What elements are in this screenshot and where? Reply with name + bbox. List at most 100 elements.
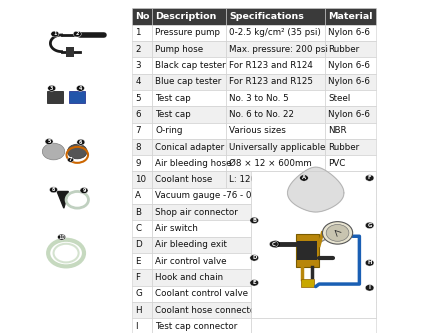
Bar bbox=[152, 253, 251, 269]
Bar bbox=[325, 74, 376, 90]
Bar bbox=[226, 25, 325, 41]
Circle shape bbox=[57, 234, 65, 240]
Circle shape bbox=[250, 217, 258, 224]
Text: 4: 4 bbox=[135, 77, 141, 86]
Bar bbox=[152, 57, 226, 74]
Text: No. 3 to No. 5: No. 3 to No. 5 bbox=[229, 94, 289, 103]
Text: D: D bbox=[252, 255, 256, 260]
Text: Black cap tester: Black cap tester bbox=[155, 61, 226, 70]
Text: 7: 7 bbox=[135, 126, 141, 135]
Bar bbox=[325, 90, 376, 106]
Text: Nylon 6-6: Nylon 6-6 bbox=[328, 61, 370, 70]
Circle shape bbox=[76, 85, 84, 91]
Bar bbox=[132, 286, 152, 302]
Text: Specifications: Specifications bbox=[229, 12, 304, 21]
Bar bbox=[69, 91, 85, 103]
Bar bbox=[301, 279, 314, 287]
Text: Ø8 × 12 × 600mm: Ø8 × 12 × 600mm bbox=[229, 159, 312, 168]
Polygon shape bbox=[288, 167, 344, 212]
Bar bbox=[132, 237, 152, 253]
Circle shape bbox=[300, 175, 308, 181]
Text: 8: 8 bbox=[52, 187, 55, 192]
Text: 10: 10 bbox=[135, 175, 146, 184]
Circle shape bbox=[365, 175, 374, 181]
Bar bbox=[152, 74, 226, 90]
Bar bbox=[251, 220, 376, 237]
Text: E: E bbox=[135, 257, 141, 266]
Circle shape bbox=[250, 280, 258, 286]
Text: L: 1200mm: L: 1200mm bbox=[229, 175, 279, 184]
Circle shape bbox=[47, 85, 56, 91]
Circle shape bbox=[67, 158, 73, 162]
Bar bbox=[226, 139, 325, 155]
Text: Max. pressure: 200 psi: Max. pressure: 200 psi bbox=[229, 45, 328, 54]
Text: Hook and chain: Hook and chain bbox=[155, 273, 224, 282]
Bar bbox=[251, 204, 376, 220]
Text: C: C bbox=[135, 224, 142, 233]
Circle shape bbox=[67, 144, 87, 159]
Bar bbox=[132, 155, 152, 171]
Text: 2: 2 bbox=[76, 31, 79, 37]
Text: Test cap: Test cap bbox=[155, 110, 191, 119]
Bar bbox=[132, 74, 152, 90]
Bar bbox=[47, 91, 63, 103]
Bar bbox=[132, 302, 152, 318]
Text: Pump hose: Pump hose bbox=[155, 45, 203, 54]
Polygon shape bbox=[57, 191, 68, 208]
Bar bbox=[132, 269, 152, 286]
Bar bbox=[152, 237, 251, 253]
Circle shape bbox=[271, 241, 280, 247]
Text: 7: 7 bbox=[69, 157, 72, 163]
Text: Material: Material bbox=[328, 12, 372, 21]
Bar bbox=[152, 155, 226, 171]
Text: No: No bbox=[135, 12, 150, 21]
Text: E: E bbox=[252, 280, 256, 285]
Bar bbox=[226, 74, 325, 90]
Bar bbox=[325, 41, 376, 57]
Text: Coolant hose connector: Coolant hose connector bbox=[155, 306, 259, 315]
Text: Shop air connector: Shop air connector bbox=[155, 208, 238, 217]
Text: Test cap connector: Test cap connector bbox=[155, 322, 238, 331]
Circle shape bbox=[269, 241, 278, 247]
Bar bbox=[152, 269, 251, 286]
Circle shape bbox=[80, 187, 88, 193]
Bar bbox=[132, 106, 152, 123]
Bar bbox=[226, 8, 325, 25]
Text: 1: 1 bbox=[53, 31, 56, 37]
Text: B: B bbox=[135, 208, 141, 217]
Text: 8: 8 bbox=[135, 143, 141, 152]
Bar bbox=[132, 41, 152, 57]
Bar bbox=[152, 204, 251, 220]
Bar bbox=[132, 123, 152, 139]
Text: Air bleeding exit: Air bleeding exit bbox=[155, 240, 227, 249]
Bar bbox=[325, 25, 376, 41]
Text: 3: 3 bbox=[50, 86, 53, 91]
Circle shape bbox=[250, 255, 258, 261]
Text: Conical adapter: Conical adapter bbox=[155, 143, 225, 152]
Text: 10: 10 bbox=[58, 234, 65, 240]
Text: Rubber: Rubber bbox=[328, 143, 359, 152]
Text: Air bleeding hose: Air bleeding hose bbox=[155, 159, 232, 168]
Text: 5: 5 bbox=[135, 94, 141, 103]
Text: For R123 and R125: For R123 and R125 bbox=[229, 77, 314, 86]
Text: B: B bbox=[252, 218, 256, 223]
Text: H: H bbox=[367, 260, 372, 265]
Text: Coolant control valve: Coolant control valve bbox=[155, 289, 249, 298]
Bar bbox=[325, 139, 376, 155]
Text: 3: 3 bbox=[135, 61, 141, 70]
Bar bbox=[251, 188, 376, 204]
Bar bbox=[132, 139, 152, 155]
Text: 9: 9 bbox=[82, 188, 86, 193]
Bar bbox=[325, 8, 376, 25]
Circle shape bbox=[365, 222, 374, 229]
Bar bbox=[325, 155, 376, 171]
Bar bbox=[152, 171, 226, 188]
Text: Blue cap tester: Blue cap tester bbox=[155, 77, 222, 86]
Bar bbox=[325, 57, 376, 74]
Text: H: H bbox=[135, 306, 142, 315]
Bar bbox=[226, 106, 325, 123]
Bar bbox=[152, 8, 226, 25]
Text: C: C bbox=[272, 242, 276, 247]
Text: PVC: PVC bbox=[328, 175, 345, 184]
Bar bbox=[296, 234, 319, 267]
